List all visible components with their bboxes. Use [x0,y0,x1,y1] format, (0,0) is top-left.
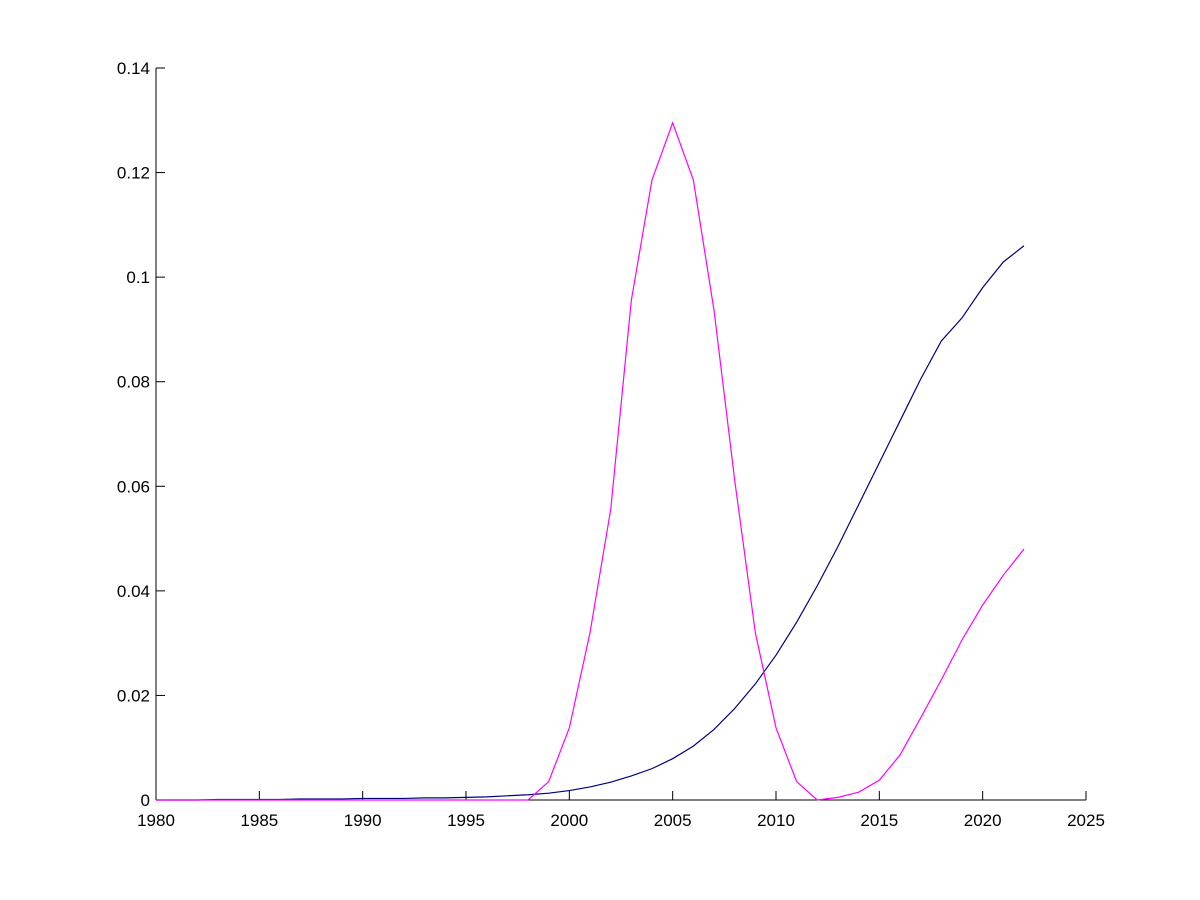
x-tick-label: 2025 [1067,811,1105,830]
y-tick-label: 0.02 [117,686,150,705]
x-tick-label: 2005 [654,811,692,830]
x-tick-label: 2020 [964,811,1002,830]
y-tick-label: 0.1 [126,268,150,287]
y-tick-label: 0.12 [117,164,150,183]
x-tick-label: 2010 [757,811,795,830]
y-tick-label: 0.14 [117,59,150,78]
series-line [156,245,1025,801]
x-tick-label: 1980 [137,811,175,830]
y-tick-label: 0.06 [117,477,150,496]
x-tick-label: 2015 [860,811,898,830]
x-tick-label: 1990 [344,811,382,830]
y-tick-label: 0.04 [117,582,150,601]
series-line [156,121,1025,801]
x-tick-label: 1995 [447,811,485,830]
x-tick-label: 1985 [240,811,278,830]
y-tick-label: 0.08 [117,373,150,392]
x-tick-label: 2000 [550,811,588,830]
y-tick-label: 0 [141,791,150,810]
